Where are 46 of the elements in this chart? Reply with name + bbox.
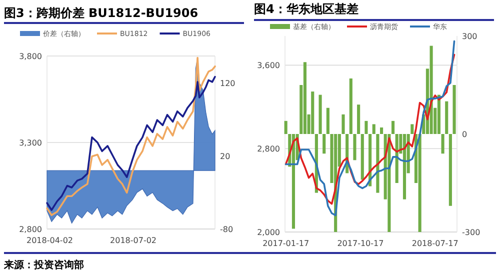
bar	[391, 120, 395, 134]
bar	[318, 94, 322, 134]
y2-tick-label: 120	[220, 79, 236, 88]
y-tick-label: 3,800	[19, 52, 42, 61]
x-tick-label: 2018-07-17	[412, 239, 458, 248]
bar	[322, 134, 326, 154]
y-tick-label: 2,000	[257, 228, 280, 237]
bar	[372, 124, 376, 134]
bar	[441, 134, 444, 154]
y-tick-label: 3,300	[19, 138, 42, 148]
y2-tick-label: 300	[462, 32, 478, 41]
bar	[284, 120, 288, 134]
y-tick-label: 3,600	[257, 61, 280, 70]
line-series	[46, 76, 216, 211]
bar	[430, 46, 433, 134]
bar	[311, 92, 314, 134]
x-tick-label: 2018-04-02	[26, 236, 74, 245]
x-tick-label: 2017-10-17	[337, 239, 384, 248]
bar	[445, 101, 448, 134]
bar	[292, 134, 296, 229]
y-tick-label: 2,800	[19, 225, 42, 234]
bar	[360, 134, 364, 180]
bar	[418, 134, 422, 232]
y-tick-label: 2,800	[257, 144, 280, 154]
bar	[380, 127, 384, 134]
source-note: 来源：投资咨询部	[3, 259, 84, 271]
bar	[376, 134, 380, 193]
bar	[353, 134, 356, 160]
bar	[303, 62, 306, 134]
y2-tick-label: 20	[220, 152, 230, 162]
y2-tick-label: -300	[462, 228, 480, 237]
y2-tick-label: -80	[220, 225, 234, 234]
bar	[410, 124, 414, 134]
bar	[349, 78, 352, 134]
bar	[364, 120, 368, 134]
bar	[357, 104, 360, 134]
bar	[342, 114, 345, 134]
chart-title: 图4：华东地区基差	[254, 2, 358, 16]
bar	[448, 134, 452, 206]
y2-tick-label: 0	[462, 130, 468, 139]
bar	[402, 134, 406, 200]
x-tick-label: 2017-01-17	[262, 239, 310, 248]
bar	[326, 108, 330, 134]
x-tick-label: 2018-07-02	[110, 236, 157, 245]
bar	[452, 85, 456, 134]
chart-title: 图3：跨期价差 BU1812-BU1906	[4, 6, 198, 20]
